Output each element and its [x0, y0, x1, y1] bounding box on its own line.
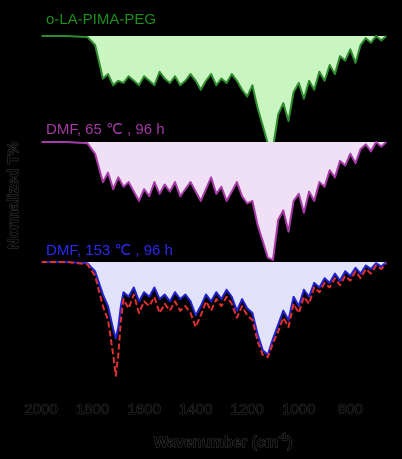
axes: 2000 1800 1600 1400 1200 1000 800 Wavenumber (c…	[5, 5, 390, 451]
spectrum-panel-2	[41, 141, 388, 261]
spectrum-line-dashed-3	[41, 261, 388, 377]
spectrum-panel-1	[41, 35, 388, 149]
spectrum-line-1	[41, 35, 388, 149]
x-tick-label: 1000	[282, 401, 315, 418]
spectrum-fill-2	[41, 142, 387, 260]
spectrum-panel-3	[41, 261, 388, 377]
spectrum-line-2	[41, 141, 388, 261]
panel-label-3: DMF, 153 ℃ , 96 h	[46, 242, 173, 259]
x-tick-label: 800	[338, 401, 363, 418]
x-tick-label: 1200	[231, 401, 264, 418]
spectrum-fill-3	[41, 262, 387, 355]
spectrum-fill-1	[41, 36, 387, 148]
y-axis-title: Normalized T%	[5, 142, 22, 250]
x-tick-label: 1400	[179, 401, 212, 418]
spectrum-line-3	[41, 261, 388, 356]
x-tick-label: 1800	[76, 401, 109, 418]
panel-label-2: DMF, 65 ℃ , 96 h	[46, 121, 165, 138]
panel-labels: o-LA-PIMA-PEG DMF, 65 ℃ , 96 h DMF, 153 ℃ …	[46, 11, 173, 259]
spectra-panels	[41, 35, 388, 377]
panel-label-1: o-LA-PIMA-PEG	[46, 11, 156, 28]
x-axis-title: Wavenumber (cm-1)	[154, 432, 292, 451]
x-tick-label: 2000	[24, 401, 57, 418]
plot-frame	[40, 5, 390, 386]
x-tick-label: 1600	[127, 401, 160, 418]
